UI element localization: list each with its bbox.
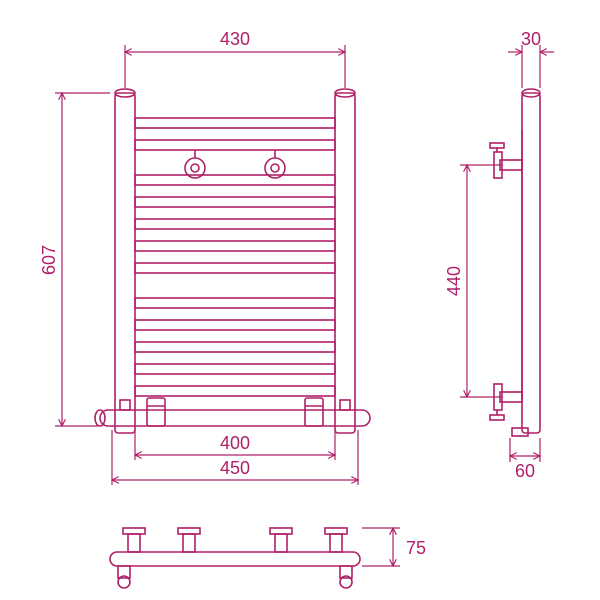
dim-400: 400 — [220, 433, 250, 453]
dim-440: 440 — [444, 266, 464, 296]
front-view — [95, 89, 370, 433]
top-view — [110, 528, 360, 588]
top-uprights — [123, 528, 347, 552]
dim-430: 430 — [220, 29, 250, 49]
side-bracket-top — [490, 143, 522, 178]
dim-30: 30 — [521, 29, 541, 49]
dim-75: 75 — [406, 538, 426, 558]
dim-60: 60 — [515, 461, 535, 481]
side-view — [490, 89, 540, 436]
radiator-dimension-drawing: 430 607 400 450 — [0, 0, 600, 600]
bars — [135, 118, 335, 396]
dim-450: 450 — [220, 458, 250, 478]
side-bracket-bottom — [490, 384, 522, 420]
dim-607: 607 — [39, 245, 59, 275]
bottom-bar — [95, 398, 370, 426]
front-brackets — [185, 150, 285, 178]
